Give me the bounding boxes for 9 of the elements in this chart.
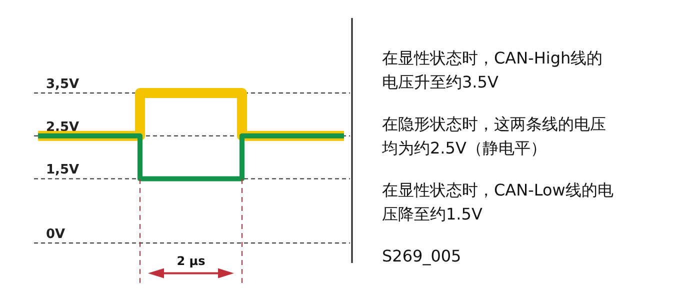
text: 在显性状态时，CAN-High线的电压升至约3.5V: [382, 48, 603, 92]
y-tick-label: 2,5V: [46, 120, 80, 135]
text: 在显性状态时，CAN-Low线的电压降至约1.5V: [382, 180, 614, 224]
y-tick-label: 3,5V: [46, 77, 80, 92]
text: S269_005: [382, 246, 462, 266]
text: 2 μs: [176, 254, 206, 268]
y-tick-label: 1,5V: [46, 162, 80, 178]
text: 在隐形状态时，这两条线的电压均为约2.5V（静电平）: [381, 114, 606, 158]
y-tick-label: 0V: [46, 227, 66, 242]
